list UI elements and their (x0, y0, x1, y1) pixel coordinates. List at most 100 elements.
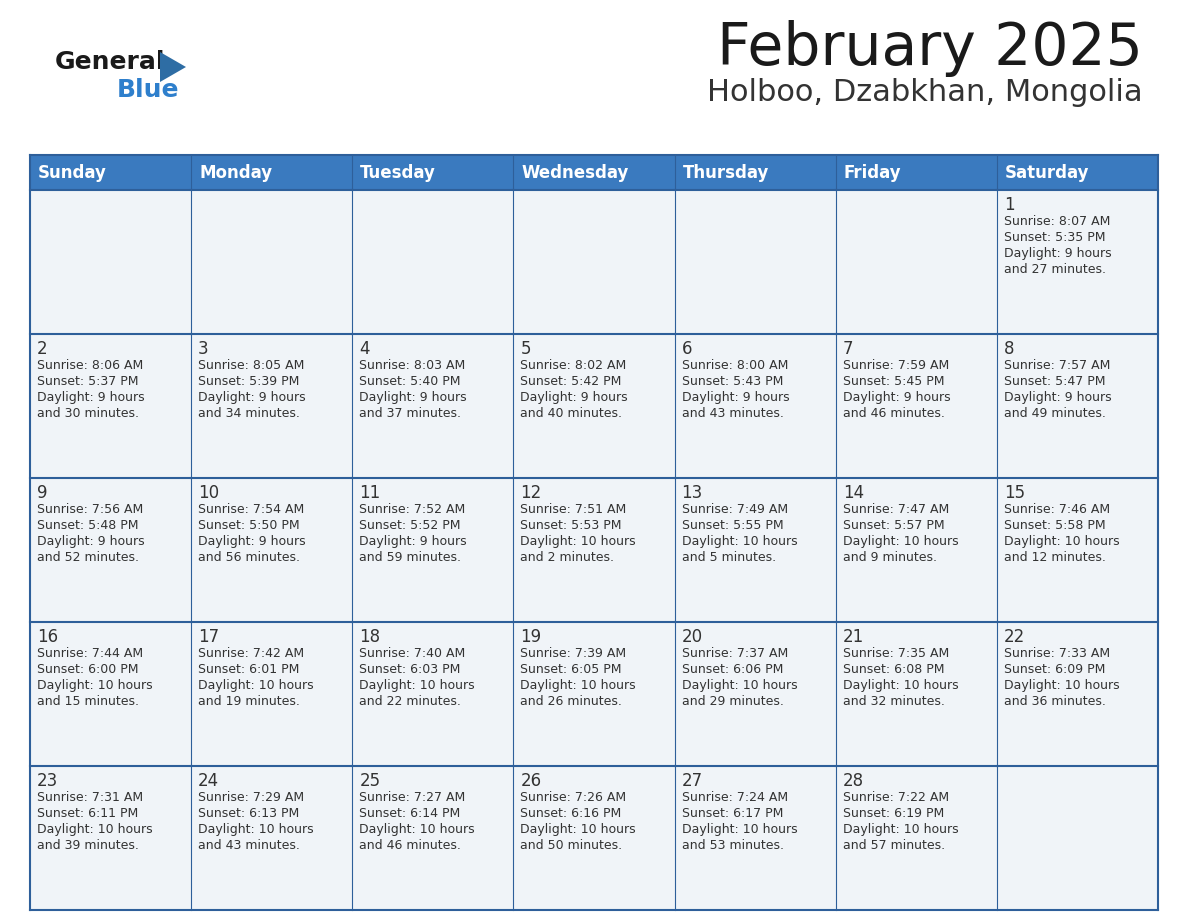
Bar (513, 334, 675, 478)
Text: Daylight: 9 hours: Daylight: 9 hours (198, 535, 305, 548)
Text: and 43 minutes.: and 43 minutes. (682, 407, 783, 420)
Text: and 40 minutes.: and 40 minutes. (520, 407, 623, 420)
Text: 9: 9 (37, 484, 48, 502)
Bar (353, 478, 513, 622)
Text: Holboo, Dzabkhan, Mongolia: Holboo, Dzabkhan, Mongolia (707, 78, 1143, 107)
Bar (835, 334, 997, 478)
Text: Sunrise: 8:07 AM: Sunrise: 8:07 AM (1004, 215, 1111, 228)
Text: Sunrise: 7:39 AM: Sunrise: 7:39 AM (520, 647, 626, 660)
Text: and 37 minutes.: and 37 minutes. (359, 407, 461, 420)
Text: Sunset: 5:37 PM: Sunset: 5:37 PM (37, 375, 139, 388)
Text: 5: 5 (520, 340, 531, 358)
Text: 2: 2 (37, 340, 48, 358)
Bar (191, 334, 353, 478)
Text: Sunset: 5:42 PM: Sunset: 5:42 PM (520, 375, 621, 388)
Text: Sunset: 5:52 PM: Sunset: 5:52 PM (359, 519, 461, 532)
Text: Sunset: 5:43 PM: Sunset: 5:43 PM (682, 375, 783, 388)
Text: Sunrise: 7:44 AM: Sunrise: 7:44 AM (37, 647, 143, 660)
Text: Saturday: Saturday (1005, 163, 1089, 182)
Text: Monday: Monday (200, 163, 272, 182)
Text: Sunrise: 7:52 AM: Sunrise: 7:52 AM (359, 503, 466, 516)
Text: 15: 15 (1004, 484, 1025, 502)
Text: Sunset: 6:06 PM: Sunset: 6:06 PM (682, 663, 783, 676)
Text: Sunrise: 7:29 AM: Sunrise: 7:29 AM (198, 791, 304, 804)
Text: Sunset: 6:11 PM: Sunset: 6:11 PM (37, 807, 138, 820)
Text: 25: 25 (359, 772, 380, 790)
Bar (191, 766, 353, 910)
Text: Sunrise: 7:26 AM: Sunrise: 7:26 AM (520, 791, 626, 804)
Text: 13: 13 (682, 484, 703, 502)
Text: Sunset: 6:16 PM: Sunset: 6:16 PM (520, 807, 621, 820)
Text: Sunset: 5:39 PM: Sunset: 5:39 PM (198, 375, 299, 388)
Text: 24: 24 (198, 772, 220, 790)
Text: Daylight: 10 hours: Daylight: 10 hours (520, 679, 636, 692)
Text: and 56 minutes.: and 56 minutes. (198, 551, 301, 564)
Text: Thursday: Thursday (683, 163, 769, 182)
Text: Sunset: 6:03 PM: Sunset: 6:03 PM (359, 663, 461, 676)
Text: 4: 4 (359, 340, 369, 358)
Text: Daylight: 10 hours: Daylight: 10 hours (520, 535, 636, 548)
Text: 20: 20 (682, 628, 702, 646)
Bar (30, 334, 191, 478)
Text: General: General (55, 50, 165, 74)
Text: and 2 minutes.: and 2 minutes. (520, 551, 614, 564)
Text: Daylight: 10 hours: Daylight: 10 hours (198, 679, 314, 692)
Text: 3: 3 (198, 340, 209, 358)
Text: and 52 minutes.: and 52 minutes. (37, 551, 139, 564)
Text: Sunrise: 7:31 AM: Sunrise: 7:31 AM (37, 791, 143, 804)
Text: 23: 23 (37, 772, 58, 790)
Text: Sunrise: 8:03 AM: Sunrise: 8:03 AM (359, 359, 466, 372)
Text: Daylight: 10 hours: Daylight: 10 hours (842, 535, 959, 548)
Text: Daylight: 10 hours: Daylight: 10 hours (1004, 679, 1119, 692)
Text: Sunset: 5:40 PM: Sunset: 5:40 PM (359, 375, 461, 388)
Polygon shape (160, 52, 187, 82)
Text: Daylight: 9 hours: Daylight: 9 hours (842, 391, 950, 404)
Bar (835, 190, 997, 334)
Text: and 30 minutes.: and 30 minutes. (37, 407, 139, 420)
Text: Sunset: 6:14 PM: Sunset: 6:14 PM (359, 807, 461, 820)
Text: 14: 14 (842, 484, 864, 502)
Bar (30, 766, 191, 910)
Text: 1: 1 (1004, 196, 1015, 214)
Text: Sunset: 6:19 PM: Sunset: 6:19 PM (842, 807, 944, 820)
Bar (353, 622, 513, 766)
Bar (191, 622, 353, 766)
Text: Daylight: 9 hours: Daylight: 9 hours (37, 391, 145, 404)
Bar (997, 478, 1158, 622)
Text: Wednesday: Wednesday (522, 163, 628, 182)
Text: Sunset: 5:55 PM: Sunset: 5:55 PM (682, 519, 783, 532)
Text: 21: 21 (842, 628, 864, 646)
Text: Sunday: Sunday (38, 163, 107, 182)
Text: Daylight: 10 hours: Daylight: 10 hours (682, 535, 797, 548)
Text: and 32 minutes.: and 32 minutes. (842, 695, 944, 708)
Text: and 27 minutes.: and 27 minutes. (1004, 263, 1106, 276)
Text: and 46 minutes.: and 46 minutes. (359, 839, 461, 852)
Text: and 59 minutes.: and 59 minutes. (359, 551, 461, 564)
Bar (997, 622, 1158, 766)
Text: 18: 18 (359, 628, 380, 646)
Text: Daylight: 9 hours: Daylight: 9 hours (359, 535, 467, 548)
Text: Sunset: 5:45 PM: Sunset: 5:45 PM (842, 375, 944, 388)
Bar (30, 155, 1158, 190)
Text: Sunrise: 7:42 AM: Sunrise: 7:42 AM (198, 647, 304, 660)
Text: 17: 17 (198, 628, 220, 646)
Text: Sunrise: 8:05 AM: Sunrise: 8:05 AM (198, 359, 304, 372)
Text: Daylight: 10 hours: Daylight: 10 hours (359, 823, 475, 836)
Text: Tuesday: Tuesday (360, 163, 436, 182)
Bar (513, 190, 675, 334)
Text: 16: 16 (37, 628, 58, 646)
Text: Sunrise: 7:37 AM: Sunrise: 7:37 AM (682, 647, 788, 660)
Text: Sunset: 6:01 PM: Sunset: 6:01 PM (198, 663, 299, 676)
Text: 7: 7 (842, 340, 853, 358)
Text: Daylight: 10 hours: Daylight: 10 hours (359, 679, 475, 692)
Text: 6: 6 (682, 340, 693, 358)
Bar (30, 622, 191, 766)
Text: Sunrise: 7:51 AM: Sunrise: 7:51 AM (520, 503, 627, 516)
Text: and 36 minutes.: and 36 minutes. (1004, 695, 1106, 708)
Text: Sunrise: 7:59 AM: Sunrise: 7:59 AM (842, 359, 949, 372)
Text: Daylight: 9 hours: Daylight: 9 hours (37, 535, 145, 548)
Text: Sunset: 5:47 PM: Sunset: 5:47 PM (1004, 375, 1105, 388)
Text: Sunrise: 7:33 AM: Sunrise: 7:33 AM (1004, 647, 1110, 660)
Text: and 9 minutes.: and 9 minutes. (842, 551, 936, 564)
Text: Daylight: 10 hours: Daylight: 10 hours (842, 823, 959, 836)
